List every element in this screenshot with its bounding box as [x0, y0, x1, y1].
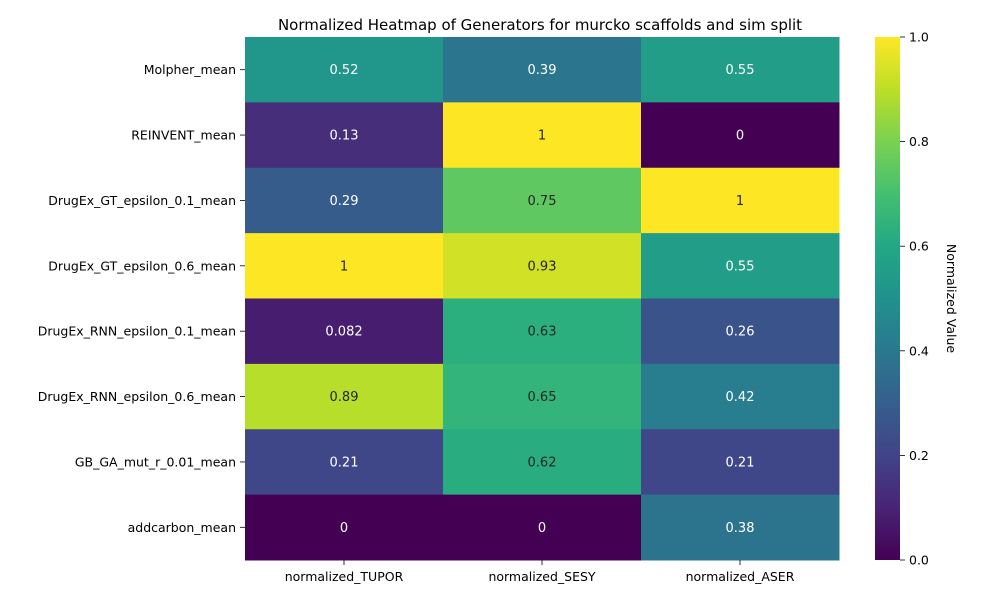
cell-annotation: 0.26: [726, 325, 755, 340]
heatmap-cell: [443, 298, 642, 365]
cell-annotation: 1: [736, 194, 744, 209]
cell-annotation: 0.89: [330, 390, 359, 405]
heatmap-cell: [443, 167, 642, 234]
cell-annotation: 0.29: [330, 194, 359, 209]
cell-annotation: 0.082: [325, 325, 362, 340]
cell-annotation: 1: [340, 259, 348, 274]
cell-annotation: 0: [340, 521, 348, 536]
heatmap-cell: [641, 363, 840, 430]
cell-annotation: 0.39: [528, 63, 557, 78]
cell-annotation: 0.75: [528, 194, 557, 209]
y-tick-labels: Molpher_mean REINVENT_mean DrugEx_GT_epsil…: [38, 62, 245, 535]
heatmap-cell: [245, 233, 444, 299]
colorbar: 0.0 0.2 0.4 0.6 0.8 1.0 Normalized Value: [875, 30, 959, 568]
x-tick-labels: normalized_TUPOR normalized_SESY normalize…: [285, 560, 795, 584]
cell-annotation: 0: [736, 129, 744, 144]
y-tick-label: DrugEx_GT_epsilon_0.6_mean: [48, 258, 236, 273]
y-tick-label: DrugEx_RNN_epsilon_0.6_mean: [38, 389, 236, 404]
colorbar-tick-label: 0.0: [909, 553, 929, 568]
cell-annotation: 0.42: [726, 390, 755, 405]
heatmap-cell: [641, 494, 840, 561]
y-tick-label: addcarbon_mean: [128, 520, 236, 535]
x-tick-label: normalized_SESY: [488, 569, 595, 584]
heatmap-cell: [641, 37, 840, 103]
colorbar-gradient: [875, 37, 900, 560]
x-tick-label: normalized_TUPOR: [285, 569, 404, 584]
heatmap-cell: [641, 102, 840, 169]
heatmap-cell: [245, 37, 444, 103]
heatmap-cell: [443, 429, 642, 496]
cell-annotation: 0.62: [528, 455, 557, 470]
cell-annotation: 0.93: [528, 259, 557, 274]
heatmap-cell: [245, 494, 444, 561]
cell-annotation: 0.21: [330, 455, 359, 470]
heatmap-cell: [245, 363, 444, 430]
colorbar-label: Normalized Value: [944, 244, 959, 353]
cell-annotation: 0: [538, 521, 546, 536]
heatmap-cell: [245, 102, 444, 169]
colorbar-tick-label: 1.0: [909, 30, 929, 45]
cell-annotation: 0.52: [330, 63, 359, 78]
y-tick-label: Molpher_mean: [144, 62, 236, 77]
heatmap-cell: [245, 429, 444, 496]
heatmap-cell: [443, 494, 642, 561]
cell-annotation: 0.55: [726, 259, 755, 274]
y-tick-label: DrugEx_GT_epsilon_0.1_mean: [48, 193, 236, 208]
cell-annotation: 0.13: [330, 129, 359, 144]
heatmap-cell: [641, 167, 840, 234]
cell-annotation: 0.63: [528, 325, 557, 340]
heatmap-cell: [443, 233, 642, 299]
cell-annotation: 0.38: [726, 521, 755, 536]
heatmap-cell: [443, 37, 642, 103]
colorbar-tick-label: 0.4: [909, 343, 929, 358]
cell-annotation: 1: [538, 129, 546, 144]
heatmap-cell: [641, 298, 840, 365]
heatmap-cells: 0.52 0.39 0.55 0.13 1 0 0.29 0.75 1 1 0.93 0.55 0.08…: [245, 37, 840, 561]
y-tick-label: GB_GA_mut_r_0.01_mean: [75, 454, 236, 469]
heatmap-cell: [443, 363, 642, 430]
cell-annotation: 0.65: [528, 390, 557, 405]
y-tick-label: DrugEx_RNN_epsilon_0.1_mean: [38, 324, 236, 339]
chart-title: Normalized Heatmap of Generators for mur…: [278, 16, 802, 34]
heatmap-cell: [641, 233, 840, 299]
colorbar-tick-label: 0.8: [909, 134, 929, 149]
cell-annotation: 0.55: [726, 63, 755, 78]
y-tick-label: REINVENT_mean: [131, 128, 236, 143]
cell-annotation: 0.21: [726, 455, 755, 470]
heatmap-cell: [443, 102, 642, 169]
heatmap-cell: [245, 298, 444, 365]
heatmap-cell: [245, 167, 444, 234]
x-tick-label: normalized_ASER: [686, 569, 795, 584]
colorbar-tick-label: 0.2: [909, 448, 929, 463]
colorbar-tick-label: 0.6: [909, 239, 929, 254]
heatmap-cell: [641, 429, 840, 496]
